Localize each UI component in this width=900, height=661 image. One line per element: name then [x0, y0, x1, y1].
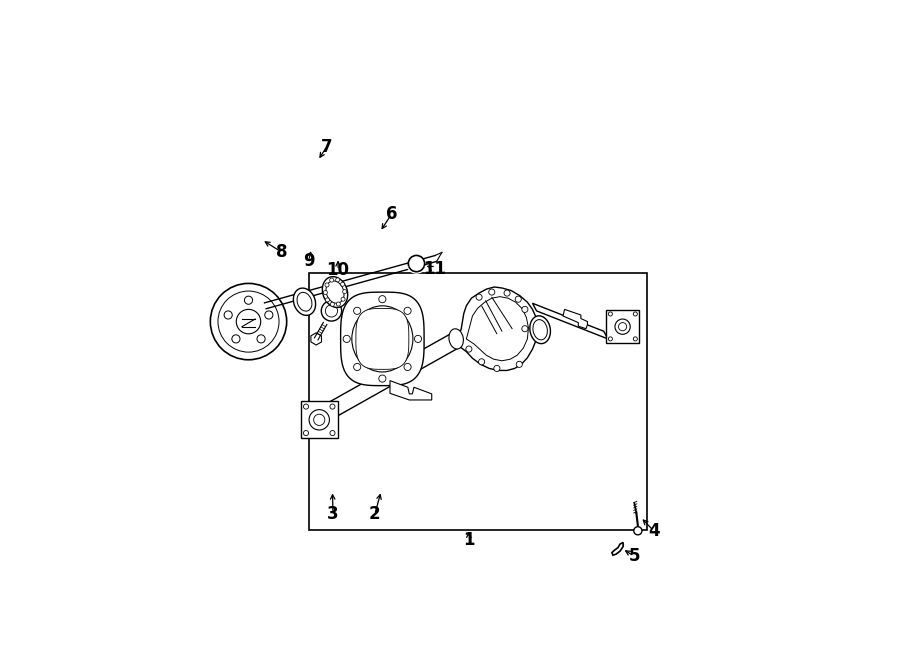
Circle shape [313, 414, 325, 426]
Circle shape [414, 335, 421, 342]
Bar [309, 273, 647, 529]
Circle shape [218, 291, 279, 352]
Circle shape [330, 404, 335, 409]
Circle shape [309, 410, 329, 430]
Text: 7: 7 [321, 137, 333, 155]
Bar [607, 310, 639, 343]
Circle shape [343, 335, 350, 342]
Bar [301, 401, 338, 438]
Circle shape [608, 337, 612, 341]
Ellipse shape [530, 316, 551, 344]
Polygon shape [356, 309, 409, 369]
Circle shape [265, 311, 273, 319]
Circle shape [489, 289, 495, 295]
Circle shape [634, 527, 642, 535]
Circle shape [404, 364, 411, 371]
Polygon shape [310, 332, 321, 345]
Circle shape [634, 312, 637, 316]
Circle shape [336, 278, 339, 282]
Circle shape [522, 326, 528, 332]
Circle shape [634, 337, 637, 341]
Polygon shape [533, 303, 608, 339]
Circle shape [303, 430, 309, 436]
Text: 6: 6 [386, 205, 397, 223]
Circle shape [224, 311, 232, 319]
Circle shape [232, 335, 240, 343]
Ellipse shape [449, 329, 464, 349]
Circle shape [330, 302, 335, 306]
Circle shape [522, 306, 528, 313]
Polygon shape [612, 543, 623, 555]
Ellipse shape [352, 306, 413, 372]
Polygon shape [456, 287, 537, 370]
Text: 1: 1 [464, 531, 474, 549]
Circle shape [329, 278, 334, 282]
Circle shape [354, 364, 361, 371]
Ellipse shape [297, 292, 312, 311]
Ellipse shape [293, 288, 316, 315]
Polygon shape [563, 309, 588, 329]
Circle shape [504, 290, 510, 296]
Text: 8: 8 [276, 243, 288, 261]
Circle shape [404, 307, 411, 315]
Circle shape [330, 430, 335, 436]
Circle shape [608, 312, 612, 316]
Circle shape [245, 296, 253, 304]
Circle shape [494, 366, 500, 371]
Circle shape [466, 346, 472, 352]
Polygon shape [312, 331, 459, 428]
Circle shape [409, 255, 425, 272]
Circle shape [517, 362, 522, 368]
Circle shape [618, 323, 626, 330]
Circle shape [343, 290, 346, 293]
Text: 2: 2 [369, 506, 381, 524]
Circle shape [354, 307, 361, 315]
Text: 11: 11 [423, 260, 446, 278]
Circle shape [325, 283, 329, 287]
Ellipse shape [322, 277, 347, 307]
Circle shape [341, 297, 345, 301]
Circle shape [379, 375, 386, 382]
Circle shape [323, 290, 328, 295]
Circle shape [303, 404, 309, 409]
Text: 10: 10 [327, 261, 349, 279]
Text: 9: 9 [302, 252, 314, 270]
Circle shape [515, 296, 521, 302]
Polygon shape [390, 381, 432, 400]
Circle shape [379, 295, 386, 303]
Text: 5: 5 [628, 547, 640, 565]
Circle shape [479, 359, 485, 365]
Ellipse shape [326, 281, 344, 303]
Circle shape [326, 305, 338, 317]
Circle shape [476, 294, 482, 300]
Circle shape [211, 284, 287, 360]
Text: 3: 3 [328, 506, 338, 524]
Polygon shape [466, 297, 528, 361]
Circle shape [615, 319, 630, 334]
Circle shape [340, 282, 345, 286]
Circle shape [337, 302, 340, 306]
Text: 4: 4 [648, 522, 660, 540]
Circle shape [326, 298, 329, 302]
Ellipse shape [533, 320, 547, 340]
Polygon shape [340, 292, 424, 385]
Circle shape [257, 335, 266, 343]
Circle shape [321, 301, 342, 321]
Circle shape [237, 309, 261, 334]
